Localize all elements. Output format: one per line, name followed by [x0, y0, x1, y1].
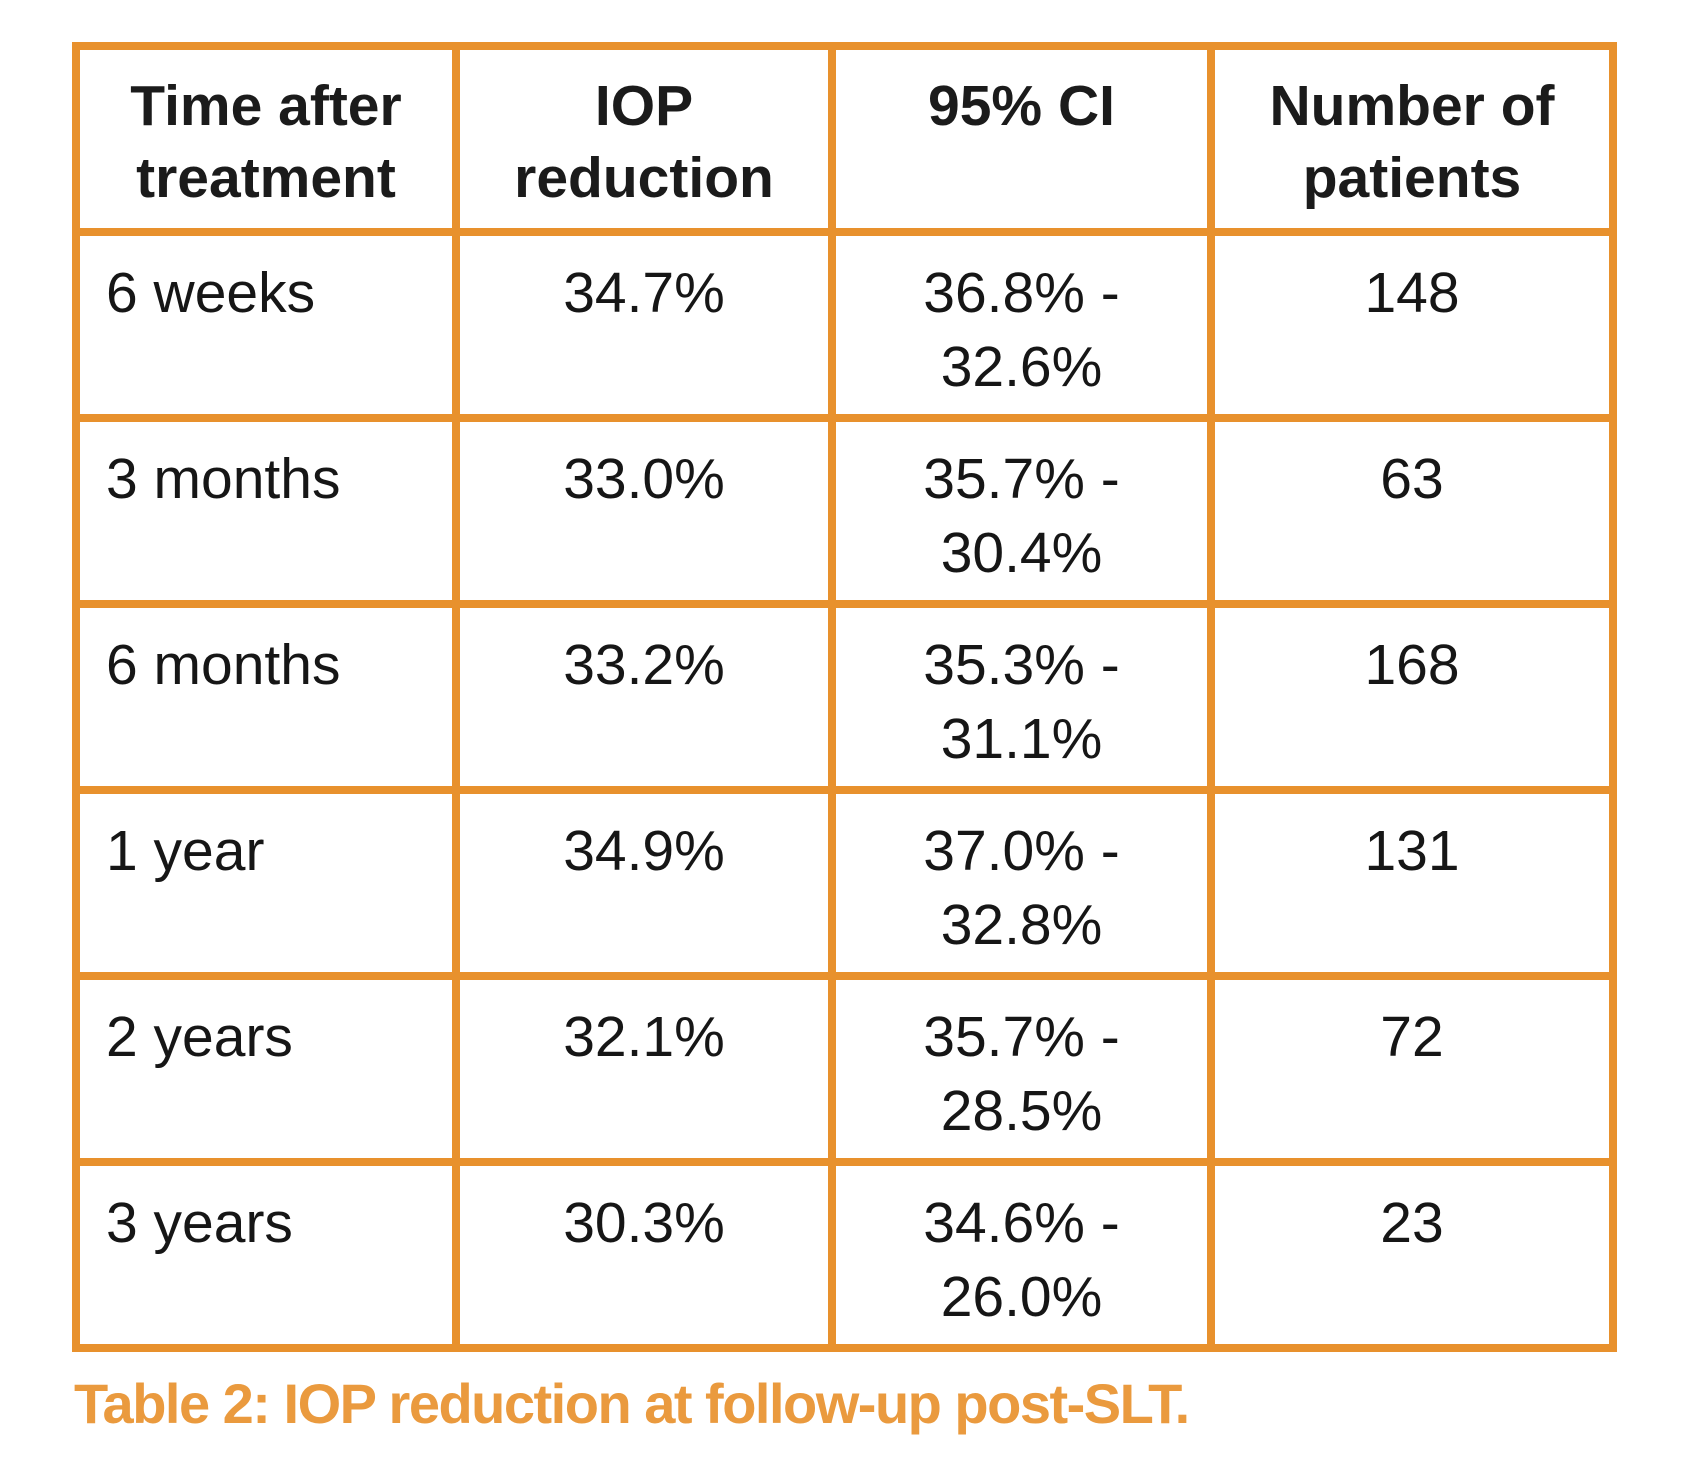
header-cell-time-after-treatment: Time after treatment	[72, 42, 460, 236]
header-line: treatment	[136, 146, 396, 210]
cell-time: 6 months	[72, 600, 460, 794]
header-line: IOP	[594, 74, 694, 138]
cell-iop: 34.9%	[452, 786, 836, 980]
ci-line-lower: 32.8%	[940, 893, 1103, 957]
cell-iop: 30.3%	[452, 1158, 836, 1352]
header-line: Number of	[1269, 74, 1555, 138]
cell-iop: 32.1%	[452, 972, 836, 1166]
table-header-row: Time after treatment IOP reduction 95% C…	[72, 42, 1617, 236]
ci-line-upper: 35.3% -	[923, 633, 1120, 697]
cell-ci: 35.7% - 28.5%	[828, 972, 1215, 1166]
cell-ci: 34.6% - 26.0%	[828, 1158, 1215, 1352]
ci-line-upper: 37.0% -	[923, 819, 1120, 883]
table-row: 6 months 33.2% 35.3% - 31.1% 168	[72, 600, 1617, 794]
ci-line-lower: 31.1%	[940, 707, 1103, 771]
cell-time: 3 months	[72, 414, 460, 608]
ci-line-lower: 32.6%	[940, 335, 1103, 399]
cell-patients: 148	[1207, 228, 1617, 422]
ci-line-lower: 30.4%	[940, 521, 1103, 585]
ci-line-lower: 28.5%	[940, 1079, 1103, 1143]
cell-patients: 131	[1207, 786, 1617, 980]
cell-ci: 36.8% - 32.6%	[828, 228, 1215, 422]
header-line: Time after	[130, 74, 402, 138]
cell-iop: 33.0%	[452, 414, 836, 608]
header-cell-iop-reduction: IOP reduction	[452, 42, 836, 236]
ci-line-upper: 35.7% -	[923, 447, 1120, 511]
cell-iop: 34.7%	[452, 228, 836, 422]
ci-line-upper: 35.7% -	[923, 1005, 1120, 1069]
header-cell-95-ci: 95% CI	[828, 42, 1215, 236]
ci-line-upper: 34.6% -	[923, 1191, 1120, 1255]
header-line: 95% CI	[928, 74, 1115, 138]
cell-time: 3 years	[72, 1158, 460, 1352]
table-caption: Table 2: IOP reduction at follow-up post…	[74, 1372, 1190, 1435]
cell-time: 2 years	[72, 972, 460, 1166]
cell-iop: 33.2%	[452, 600, 836, 794]
cell-ci: 35.3% - 31.1%	[828, 600, 1215, 794]
cell-patients: 63	[1207, 414, 1617, 608]
cell-patients: 23	[1207, 1158, 1617, 1352]
cell-time: 6 weeks	[72, 228, 460, 422]
table-row: 3 years 30.3% 34.6% - 26.0% 23	[72, 1158, 1617, 1352]
cell-time: 1 year	[72, 786, 460, 980]
iop-reduction-table: Time after treatment IOP reduction 95% C…	[72, 42, 1617, 1352]
table-row: 3 months 33.0% 35.7% - 30.4% 63	[72, 414, 1617, 608]
header-line: reduction	[514, 146, 774, 210]
table-row: 2 years 32.1% 35.7% - 28.5% 72	[72, 972, 1617, 1166]
ci-line-lower: 26.0%	[940, 1265, 1103, 1329]
table-row: 1 year 34.9% 37.0% - 32.8% 131	[72, 786, 1617, 980]
header-line: patients	[1302, 146, 1522, 210]
table-row: 6 weeks 34.7% 36.8% - 32.6% 148	[72, 228, 1617, 422]
cell-ci: 35.7% - 30.4%	[828, 414, 1215, 608]
ci-line-upper: 36.8% -	[923, 261, 1120, 325]
header-cell-number-of-patients: Number of patients	[1207, 42, 1617, 236]
cell-patients: 168	[1207, 600, 1617, 794]
cell-ci: 37.0% - 32.8%	[828, 786, 1215, 980]
cell-patients: 72	[1207, 972, 1617, 1166]
